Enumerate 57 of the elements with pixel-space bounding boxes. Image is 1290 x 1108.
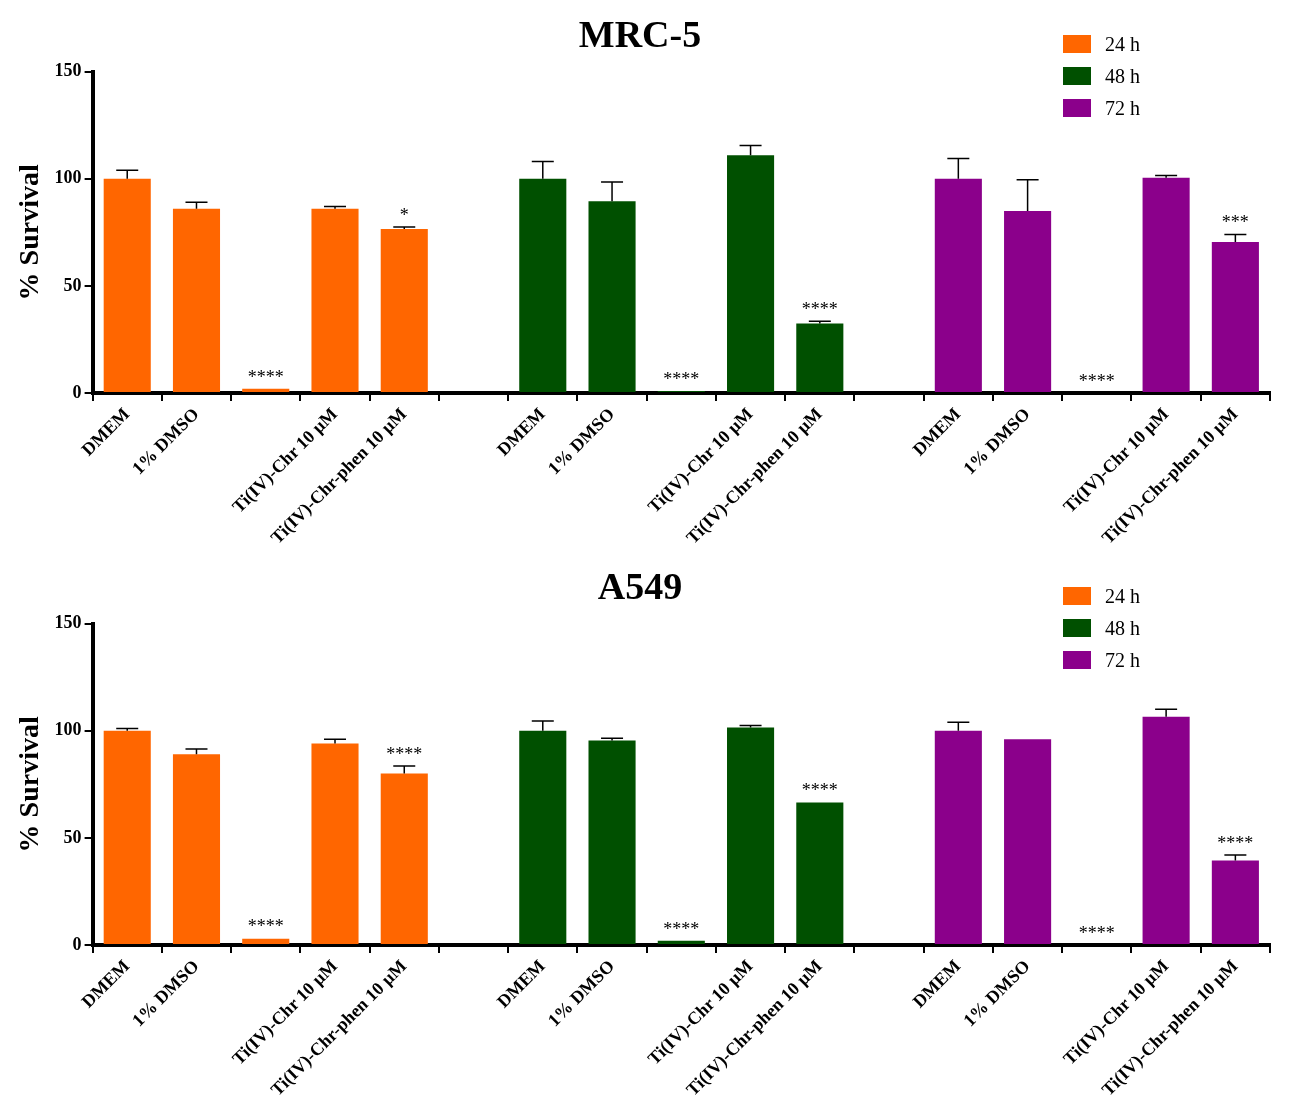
y-tick-label: 100 (54, 719, 82, 740)
legend-label: 72 h (1105, 648, 1140, 672)
bar (242, 388, 290, 393)
bar (588, 740, 636, 945)
data-label: * (399, 204, 409, 225)
bar (103, 178, 151, 393)
bar (796, 802, 844, 945)
bar (103, 730, 151, 945)
bar (1142, 716, 1190, 945)
legend-label: 72 h (1105, 96, 1140, 120)
y-tick-label: 150 (54, 612, 82, 633)
data-label: **** (801, 299, 838, 319)
bar (934, 178, 982, 393)
bar (311, 208, 359, 393)
y-axis-title: % Survival (13, 716, 45, 853)
bar (172, 208, 221, 393)
legend-label: 48 h (1105, 616, 1140, 640)
bar (588, 201, 636, 393)
y-tick-label: 100 (54, 167, 82, 188)
data-label: **** (386, 743, 423, 764)
bar (796, 323, 844, 393)
bar (727, 155, 775, 393)
data-label: **** (801, 780, 838, 801)
bar (519, 178, 567, 393)
bar (727, 727, 775, 945)
data-label: **** (663, 918, 700, 939)
chart-title: MRC-5 (578, 12, 702, 55)
data-label: **** (247, 366, 284, 387)
bar (1211, 241, 1259, 393)
bar (1211, 860, 1259, 945)
legend-label: 24 h (1105, 584, 1140, 608)
bar (1004, 210, 1052, 393)
y-axis-title: % Survival (13, 164, 45, 301)
legend-label: 48 h (1105, 64, 1140, 88)
bar (1142, 177, 1190, 393)
bar (172, 754, 221, 945)
data-label: **** (1078, 922, 1115, 943)
y-tick-label: 0 (72, 381, 82, 402)
bar (380, 229, 428, 393)
data-label: **** (1078, 370, 1115, 391)
y-tick-label: 0 (72, 933, 82, 954)
data-label: **** (1217, 832, 1254, 853)
bar (519, 730, 567, 945)
data-label: **** (663, 368, 700, 389)
bar (311, 743, 359, 945)
data-label: *** (1221, 212, 1249, 233)
y-tick-label: 50 (63, 826, 82, 847)
y-tick-label: 50 (63, 274, 82, 295)
bar (934, 730, 982, 945)
chart-title: A549 (597, 564, 683, 607)
bar (380, 773, 428, 945)
data-label: **** (247, 916, 284, 937)
y-tick-label: 150 (54, 60, 82, 81)
legend-label: 24 h (1105, 32, 1140, 56)
bar (657, 940, 705, 945)
bar (1004, 739, 1052, 945)
bar (242, 938, 290, 945)
